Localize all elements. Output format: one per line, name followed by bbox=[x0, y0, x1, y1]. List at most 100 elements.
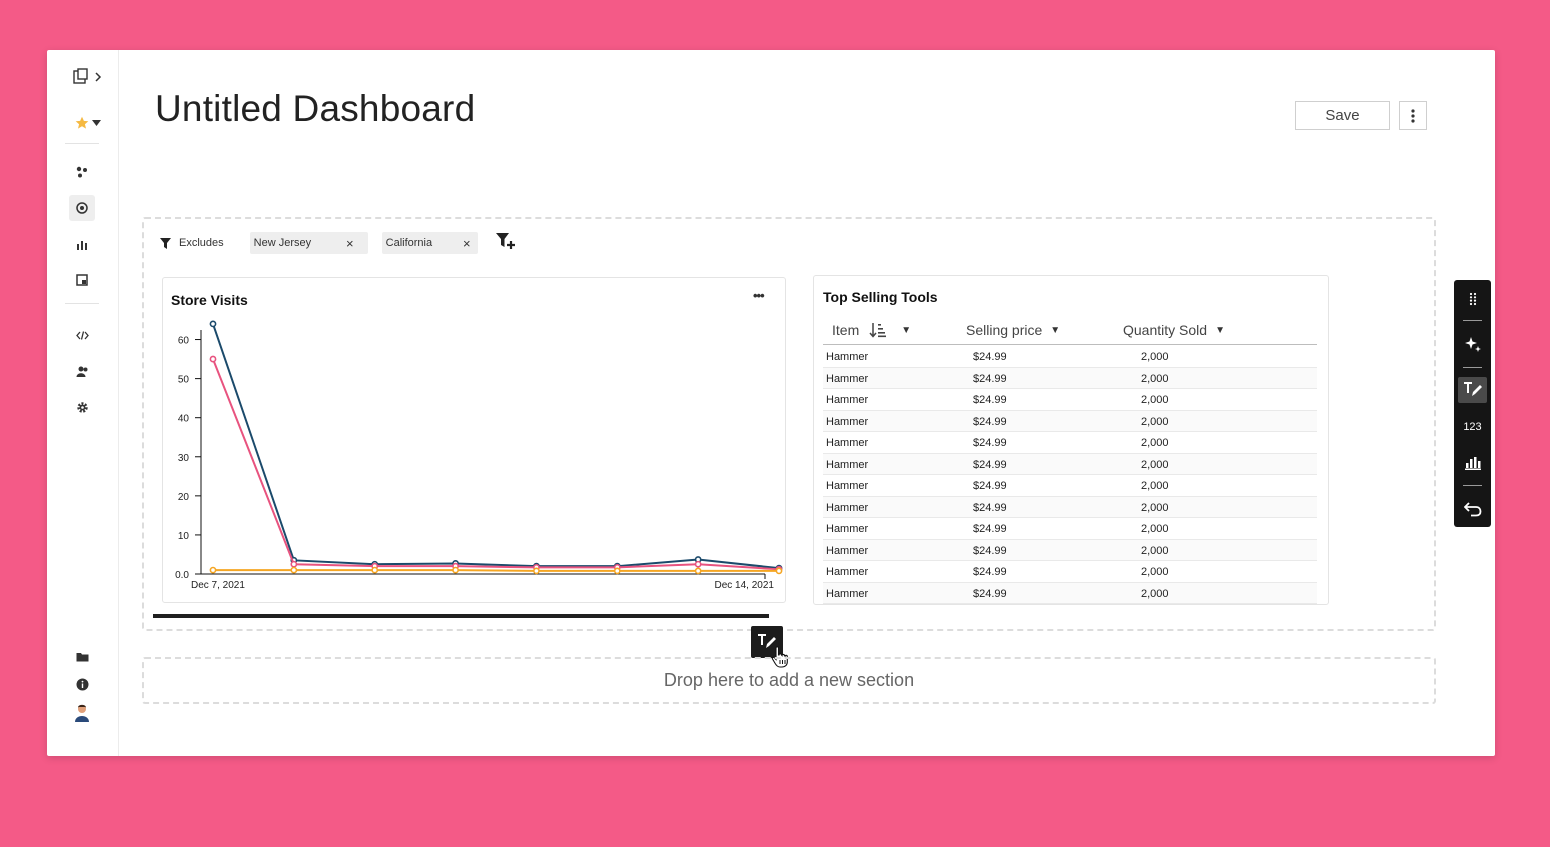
add-filter-icon[interactable] bbox=[495, 232, 516, 255]
table-cell: Hammer bbox=[826, 523, 869, 535]
series-line bbox=[212, 358, 780, 571]
column-header-quantity-sold[interactable]: Quantity Sold ▼ bbox=[1123, 316, 1225, 344]
table-cell: 2,000 bbox=[1141, 523, 1169, 535]
caret-down-icon[interactable]: ▼ bbox=[1215, 324, 1225, 336]
resize-indicator[interactable] bbox=[153, 614, 769, 618]
table-cell: 2,000 bbox=[1141, 587, 1169, 600]
card-title: Top Selling Tools bbox=[823, 289, 938, 305]
table-row[interactable]: Hammer $24.99 2,000 bbox=[823, 367, 1317, 389]
caret-down-icon[interactable]: ▼ bbox=[1050, 324, 1061, 336]
undo-icon[interactable] bbox=[1458, 496, 1487, 522]
data-point bbox=[452, 566, 459, 574]
series-line bbox=[213, 569, 779, 572]
filter-mode-label: Excludes bbox=[179, 237, 224, 249]
folder-icon[interactable] bbox=[69, 644, 95, 670]
close-icon[interactable]: × bbox=[463, 235, 471, 251]
table-cell: $24.99 bbox=[973, 587, 1007, 600]
number-icon[interactable]: 123 bbox=[1463, 421, 1482, 433]
avatar[interactable] bbox=[69, 700, 95, 726]
code-icon[interactable] bbox=[69, 322, 95, 348]
table-cell: $24.99 bbox=[973, 437, 1007, 449]
table-cell: 2,000 bbox=[1141, 415, 1169, 428]
filter-chip-california[interactable]: California × bbox=[381, 232, 478, 254]
table-cell: Hammer bbox=[826, 415, 869, 428]
info-icon[interactable] bbox=[69, 671, 95, 697]
table-cell: Hammer bbox=[826, 437, 869, 449]
filter-chip-new-jersey[interactable]: New Jersey × bbox=[249, 232, 368, 254]
column-header-selling-price[interactable]: Selling price ▼ bbox=[966, 316, 1060, 344]
users-icon[interactable] bbox=[69, 358, 95, 384]
text-edit-icon[interactable] bbox=[751, 626, 783, 658]
table-cell: $24.99 bbox=[973, 351, 1007, 363]
column-header-item[interactable]: Item ▼ bbox=[832, 316, 911, 344]
caret-down-icon[interactable]: ▼ bbox=[901, 324, 912, 336]
table-cell: $24.99 bbox=[973, 501, 1007, 514]
table-row[interactable]: Hammer $24.99 2,000 bbox=[823, 561, 1317, 583]
y-tick-label: 30 bbox=[178, 453, 190, 464]
star-icon[interactable] bbox=[69, 110, 95, 136]
table-header: Item ▼ Selling price ▼ Quantity Sold ▼ bbox=[823, 316, 1317, 345]
top-selling-card[interactable]: Top Selling Tools Item ▼ Selling price ▼… bbox=[813, 275, 1329, 605]
column-label: Selling price bbox=[966, 322, 1043, 338]
filter-mode[interactable]: Excludes bbox=[160, 237, 224, 249]
series-line bbox=[212, 323, 780, 570]
table-row[interactable]: Hammer $24.99 2,000 bbox=[823, 539, 1317, 561]
table-cell: $24.99 bbox=[973, 544, 1007, 557]
sort-icon[interactable] bbox=[869, 322, 887, 338]
floating-toolbar: 123 bbox=[1454, 280, 1491, 527]
caret-down-icon[interactable] bbox=[89, 110, 103, 136]
data-point bbox=[209, 566, 217, 574]
y-tick-label: 40 bbox=[178, 414, 190, 425]
table-cell: $24.99 bbox=[973, 394, 1007, 406]
panel-icon[interactable] bbox=[69, 267, 95, 293]
chart-icon[interactable] bbox=[1458, 450, 1487, 476]
store-visits-card[interactable]: Store Visits ••• 0.0 10 20 30 40 50 60 Dec 7, 2… bbox=[162, 277, 786, 603]
more-options-button[interactable] bbox=[1399, 101, 1427, 130]
text-edit-icon[interactable] bbox=[1458, 377, 1487, 403]
table-row[interactable]: Hammer $24.99 2,000 bbox=[823, 453, 1317, 475]
chip-label: New Jersey bbox=[253, 237, 312, 249]
y-tick-label: 10 bbox=[178, 531, 190, 542]
table-cell: Hammer bbox=[826, 372, 869, 385]
close-icon[interactable]: × bbox=[346, 235, 354, 251]
nodes-icon[interactable] bbox=[69, 159, 95, 185]
data-point bbox=[209, 355, 217, 363]
chip-label: California bbox=[385, 237, 433, 249]
table-row[interactable]: Hammer $24.99 2,000 bbox=[823, 475, 1317, 497]
card-menu-icon[interactable]: ••• bbox=[753, 288, 765, 303]
data-point bbox=[533, 567, 540, 575]
table-row[interactable]: Hammer $24.99 2,000 bbox=[823, 346, 1317, 368]
data-point bbox=[290, 566, 298, 574]
table-cell: $24.99 bbox=[973, 415, 1007, 428]
column-label: Quantity Sold bbox=[1123, 322, 1208, 338]
table-row[interactable]: Hammer $24.99 2,000 bbox=[823, 518, 1317, 540]
dashboard-window: Untitled Dashboard Save Excludes New Jer… bbox=[47, 50, 1495, 756]
table-row[interactable]: Hammer $24.99 2,000 bbox=[823, 432, 1317, 454]
drag-handle-icon[interactable] bbox=[1458, 286, 1487, 312]
gear-icon[interactable] bbox=[69, 394, 95, 420]
data-point bbox=[371, 566, 379, 574]
sparkle-icon[interactable] bbox=[1458, 331, 1487, 357]
table-row[interactable]: Hammer $24.99 2,000 bbox=[823, 496, 1317, 518]
table-row[interactable]: Hammer $24.99 2,000 bbox=[823, 389, 1317, 411]
data-point bbox=[694, 560, 702, 568]
left-rail bbox=[47, 50, 119, 756]
card-title: Store Visits bbox=[171, 292, 248, 308]
add-section-dropzone[interactable]: Drop here to add a new section bbox=[142, 657, 1436, 704]
table-cell: 2,000 bbox=[1141, 544, 1169, 557]
table-cell: Hammer bbox=[826, 587, 869, 600]
pages-icon[interactable] bbox=[67, 64, 93, 90]
table-cell: $24.99 bbox=[973, 458, 1007, 471]
table-cell: 2,000 bbox=[1141, 437, 1169, 449]
table-row[interactable]: Hammer $24.99 2,000 bbox=[823, 582, 1317, 604]
save-button[interactable]: Save bbox=[1295, 101, 1390, 130]
x-tick-label: Dec 14, 2021 bbox=[715, 580, 775, 591]
table-cell: Hammer bbox=[826, 544, 869, 557]
bar-chart-icon[interactable] bbox=[69, 231, 95, 257]
table-cell: Hammer bbox=[826, 501, 869, 514]
target-icon[interactable] bbox=[69, 195, 95, 221]
dashboard-section: Excludes New Jersey × California × Store… bbox=[142, 217, 1436, 631]
table-row[interactable]: Hammer $24.99 2,000 bbox=[823, 410, 1317, 432]
table-cell: Hammer bbox=[826, 458, 869, 471]
chevron-right-icon[interactable] bbox=[91, 64, 105, 90]
